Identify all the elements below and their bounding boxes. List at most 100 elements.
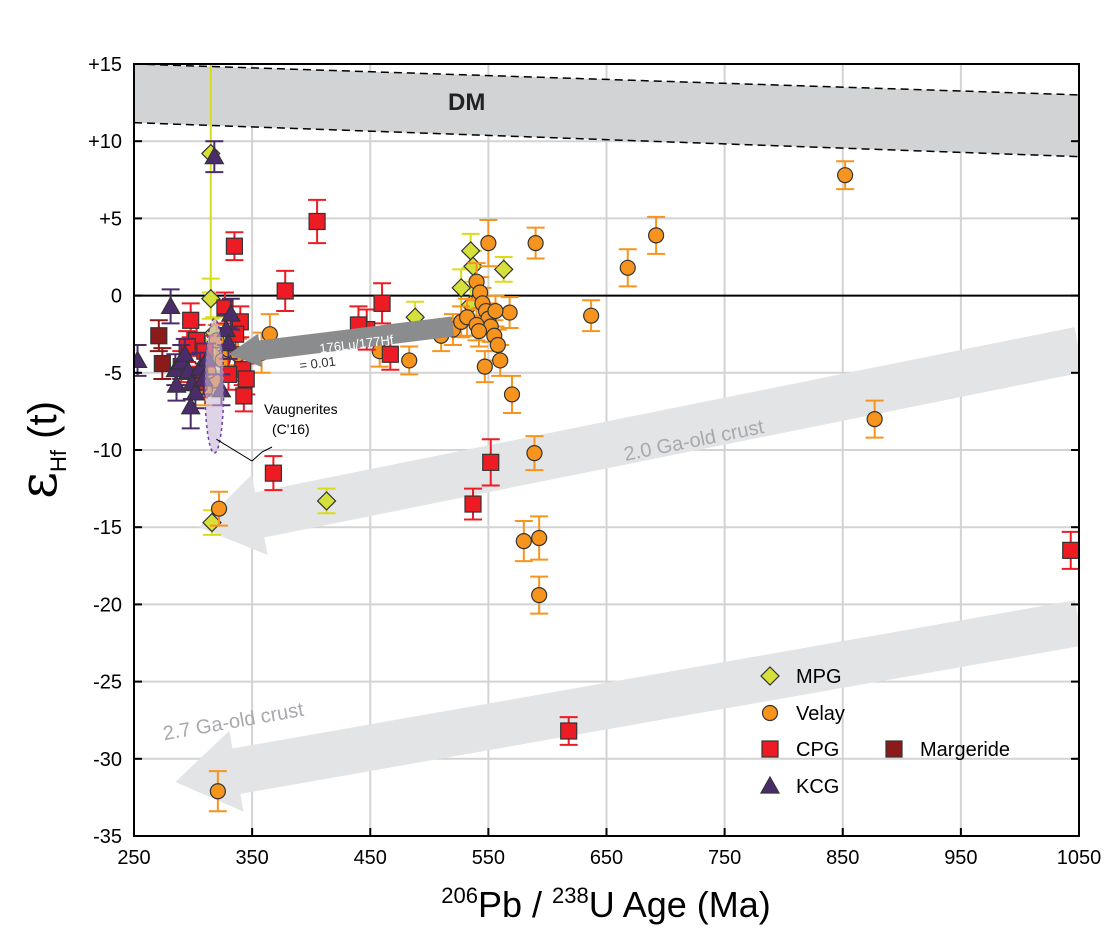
crust-arrow-2 xyxy=(175,600,1079,812)
data-point-cpg xyxy=(381,345,399,363)
vaugnerites-field xyxy=(204,318,225,454)
legend-marker-mpg xyxy=(760,666,780,686)
y-tick-label: 0 xyxy=(111,286,122,308)
x-tick-label: 750 xyxy=(708,847,741,869)
data-point-kcg xyxy=(160,296,181,315)
vaugnerites-label-ref: (C'16) xyxy=(272,421,310,437)
legend: MPG Velay CPG Margeride KCG xyxy=(759,666,1010,798)
y-tick-label: +10 xyxy=(88,131,122,153)
data-point-mpg xyxy=(316,491,337,511)
x-axis-title-part2: U Age (Ma) xyxy=(589,884,771,925)
data-point-cpg xyxy=(237,370,255,388)
y-tick-label: -5 xyxy=(104,363,122,385)
legend-label-velay: Velay xyxy=(796,703,845,725)
data-point-mpg xyxy=(200,288,221,309)
data-point-velay xyxy=(531,529,548,547)
legend-item-velay: Velay xyxy=(761,703,845,725)
legend-marker-cpg xyxy=(761,740,779,758)
legend-marker-velay xyxy=(761,704,779,722)
data-point-mpg xyxy=(460,240,481,261)
x-tick-label: 350 xyxy=(235,847,268,869)
legend-label-mpg: MPG xyxy=(796,666,842,688)
data-point-margeride xyxy=(150,327,168,345)
x-axis-title: 206Pb / 238U Age (Ma) xyxy=(441,883,771,925)
legend-item-margeride: Margeride xyxy=(885,739,1010,761)
data-point-velay xyxy=(489,336,506,354)
axis-ticks: 250 350 450 550 650 750 850 950 1050 +15 +10 +5 0 -5 -… xyxy=(88,54,1101,869)
data-point-cpg xyxy=(235,387,253,405)
data-point-cpg xyxy=(264,464,282,482)
data-point-velay xyxy=(527,235,544,252)
legend-item-cpg: CPG xyxy=(761,739,839,761)
legend-marker-kcg xyxy=(759,775,781,794)
x-tick-label: 550 xyxy=(472,847,505,869)
legend-label-margeride: Margeride xyxy=(920,739,1010,761)
x-tick-label: 950 xyxy=(944,847,977,869)
data-point-cpg xyxy=(308,212,326,231)
data-point-velay xyxy=(866,411,883,428)
y-axis-title-main: ε xyxy=(9,472,69,499)
data-point-cpg xyxy=(276,282,294,300)
data-point-velay xyxy=(209,783,226,800)
data-point-margeride xyxy=(153,354,171,373)
x-tick-label: 650 xyxy=(590,847,623,869)
data-point-velay xyxy=(837,167,854,184)
y-tick-label: -15 xyxy=(93,517,122,539)
legend-label-kcg: KCG xyxy=(796,776,839,798)
data-point-kcg xyxy=(185,382,206,401)
x-axis-title-part1: Pb / xyxy=(478,884,552,925)
x-tick-label: 250 xyxy=(117,847,150,869)
legend-label-cpg: CPG xyxy=(796,739,839,761)
x-tick-label: 1050 xyxy=(1057,847,1102,869)
y-tick-label: +15 xyxy=(88,54,122,76)
data-point-velay xyxy=(583,307,600,324)
dm-label: DM xyxy=(448,89,485,116)
y-tick-label: -25 xyxy=(93,672,122,694)
data-point-velay xyxy=(470,323,488,340)
vaugnerites-pointer xyxy=(216,438,273,462)
y-axis-title-tail: (t) xyxy=(21,401,65,450)
data-point-kcg xyxy=(204,146,225,165)
data-point-kcg xyxy=(174,344,195,362)
y-tick-label: -10 xyxy=(93,440,122,462)
x-axis-title-sup1: 206 xyxy=(441,883,478,908)
vaugnerites-label: Vaugnerites xyxy=(264,401,338,417)
legend-item-kcg: KCG xyxy=(759,775,839,798)
data-point-mpg xyxy=(451,278,472,298)
y-tick-label: -30 xyxy=(93,749,122,771)
x-axis-title-sup2: 238 xyxy=(552,883,589,908)
data-point-mpg xyxy=(202,512,222,533)
series-margeride xyxy=(149,319,172,380)
lu-hf-label-value: = 0.01 xyxy=(299,354,337,373)
y-axis-title: εHf (t) xyxy=(9,401,71,499)
y-axis-title-sub: Hf xyxy=(46,449,71,472)
data-point-velay xyxy=(526,444,543,462)
data-point-mpg xyxy=(493,259,514,280)
data-point-velay xyxy=(503,386,521,403)
data-point-kcg xyxy=(180,396,201,415)
data-point-kcg xyxy=(134,350,148,369)
data-point-velay xyxy=(619,259,636,276)
crust-arrow-label: 2.7 Ga-old crust xyxy=(161,699,305,745)
data-point-cpg xyxy=(560,722,578,740)
x-tick-label: 850 xyxy=(826,847,859,869)
data-point-velay xyxy=(476,358,493,375)
data-point-kcg xyxy=(220,303,241,322)
legend-item-mpg: MPG xyxy=(760,666,842,688)
data-point-velay xyxy=(648,227,665,244)
y-tick-label: -20 xyxy=(93,594,122,616)
data-point-cpg xyxy=(464,495,482,513)
y-tick-label: +5 xyxy=(99,208,122,230)
dm-lower-line xyxy=(134,121,1079,158)
x-tick-label: 450 xyxy=(354,847,387,869)
y-tick-label: -35 xyxy=(93,826,122,848)
data-point-kcg xyxy=(216,319,237,338)
lu-hf-arrow xyxy=(228,316,455,368)
data-point-cpg xyxy=(1062,541,1079,559)
data-point-cpg xyxy=(482,453,500,471)
data-point-velay xyxy=(492,352,509,369)
crust-arrow-1 xyxy=(198,327,1079,556)
